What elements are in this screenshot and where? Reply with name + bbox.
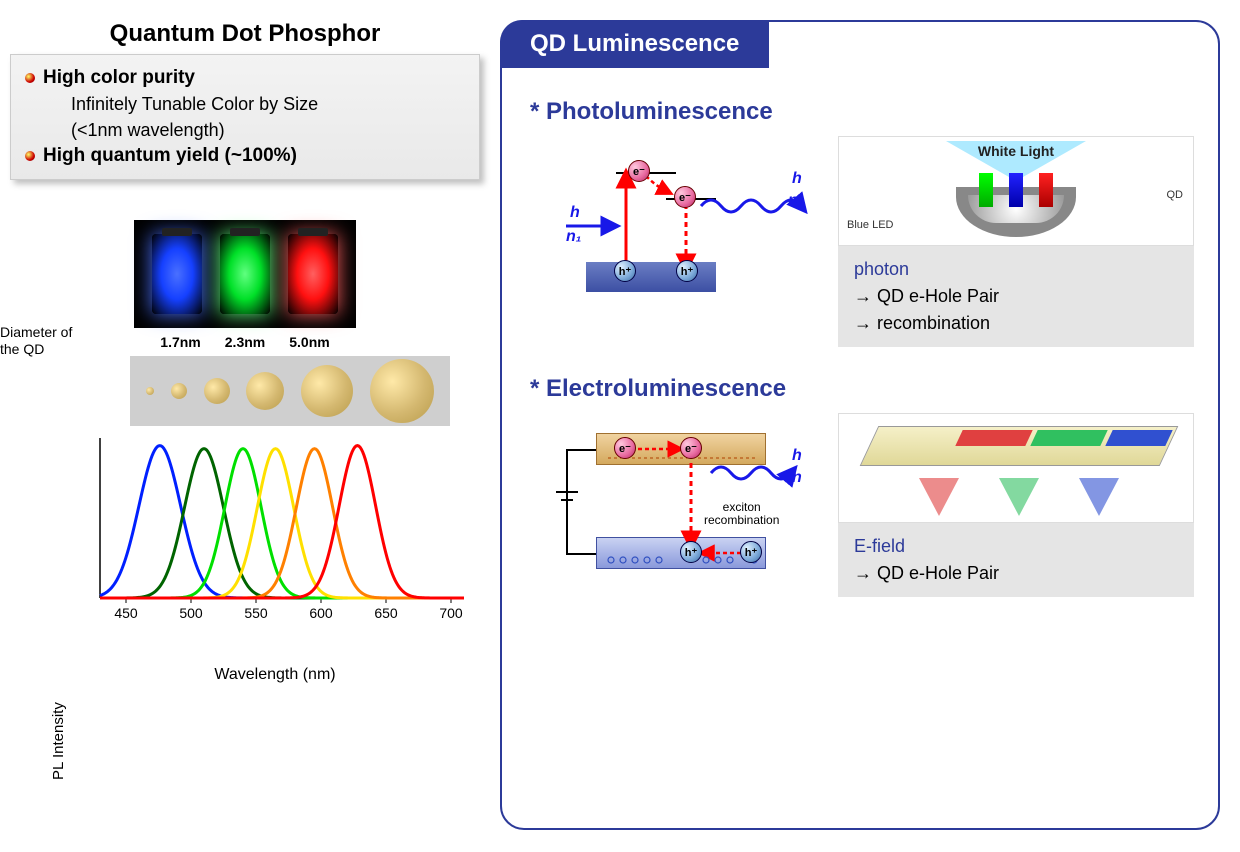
chart-xlabel: Wavelength (nm) xyxy=(70,666,480,684)
vial-black-bg xyxy=(134,220,356,328)
qd-size-balls xyxy=(130,356,450,426)
electro-right-stack: E-field → QD e-Hole Pair xyxy=(838,413,1194,597)
left-column: Quantum Dot Phosphor High color purityIn… xyxy=(10,20,480,684)
el-h1: h⁺ xyxy=(680,541,702,563)
n1: n₁ xyxy=(566,228,581,246)
electro-arrows-svg xyxy=(526,413,826,583)
svg-text:600: 600 xyxy=(309,605,333,621)
down-red xyxy=(919,478,959,516)
qdp-title: Quantum Dot Phosphor xyxy=(10,20,480,48)
white-light-label: White Light xyxy=(978,143,1054,159)
blue-led-label: Blue LED xyxy=(847,219,893,231)
diameter-label: Diameter of the QD xyxy=(0,324,90,358)
photo-desc: photon → QD e-Hole Pair → recombination xyxy=(838,246,1194,347)
qd-ball-icon xyxy=(246,372,284,410)
up-red xyxy=(1039,173,1053,207)
qd-label: QD xyxy=(1167,189,1184,201)
h-in: h xyxy=(570,204,580,222)
qd-ball-icon xyxy=(301,365,353,417)
vial-area: Diameter of the QD 1.7nm2.3nm5.0nm 45050… xyxy=(10,220,480,684)
svg-text:500: 500 xyxy=(179,605,203,621)
down-green xyxy=(999,478,1039,516)
el-h2: h⁺ xyxy=(740,541,762,563)
electro-title: * Electroluminescence xyxy=(530,375,1194,403)
electron-2: e⁻ xyxy=(674,186,696,208)
el-h-out: h xyxy=(792,447,802,465)
el-n-out: n xyxy=(792,469,802,487)
electron-1: e⁻ xyxy=(628,160,650,182)
photo-desc-2: → recombination xyxy=(854,310,1178,337)
photo-title: * Photoluminescence xyxy=(530,98,1194,126)
qdp-feature-box: High color purityInfinitely Tunable Colo… xyxy=(10,54,480,180)
qd-ball-icon xyxy=(146,387,154,395)
up-green xyxy=(979,173,993,207)
photo-desc-1: → QD e-Hole Pair xyxy=(854,283,1178,310)
electro-desc: E-field → QD e-Hole Pair xyxy=(838,523,1194,597)
svg-text:650: 650 xyxy=(374,605,398,621)
svg-text:450: 450 xyxy=(114,605,138,621)
strip-r xyxy=(955,430,1032,446)
chart-ylabel: PL Intensity xyxy=(50,702,67,780)
feature-bullet: High quantum yield (~100%) xyxy=(25,145,465,167)
vial-size: 5.0nm xyxy=(289,334,329,350)
qd-ball-icon xyxy=(171,383,187,399)
electro-desc-0: E-field xyxy=(854,533,1178,560)
bullet-text: High color purity xyxy=(43,67,195,89)
bullet-icon xyxy=(25,73,35,83)
hole-1: h⁺ xyxy=(614,260,636,282)
vial xyxy=(152,234,202,314)
electro-diagram: e⁻ e⁻ h⁺ h⁺ exciton recombination h n xyxy=(526,413,826,583)
pl-chart: 450 500 550 600 650 700 xyxy=(60,432,480,662)
right-column: QD Luminescence * Photoluminescence xyxy=(500,20,1220,830)
vial-size: 1.7nm xyxy=(160,334,200,350)
bullet-icon xyxy=(25,151,35,161)
exciton-label: exciton recombination xyxy=(704,501,779,527)
qd-ball-icon xyxy=(204,378,230,404)
svg-text:550: 550 xyxy=(244,605,268,621)
photo-row: e⁻ e⁻ h⁺ h⁺ h n₁ h n₂ White Light xyxy=(526,136,1194,347)
electro-desc-1: → QD e-Hole Pair xyxy=(854,560,1178,587)
electro-device xyxy=(838,413,1194,523)
vial-size: 2.3nm xyxy=(225,334,265,350)
feature-bullet: High color purity xyxy=(25,67,465,89)
photo-diagram: e⁻ e⁻ h⁺ h⁺ h n₁ h n₂ xyxy=(526,136,826,306)
el-e2: e⁻ xyxy=(680,437,702,459)
photo-device: White Light QD Blue LED xyxy=(838,136,1194,246)
photo-desc-0: photon xyxy=(854,256,1178,283)
vial xyxy=(220,234,270,314)
down-blue xyxy=(1079,478,1119,516)
el-e1: e⁻ xyxy=(614,437,636,459)
bullet-subtext: Infinitely Tunable Color by Size xyxy=(71,91,465,117)
panel-tab: QD Luminescence xyxy=(500,20,769,68)
n2: n₂ xyxy=(788,192,804,210)
photo-right-stack: White Light QD Blue LED photon → QD e-Ho… xyxy=(838,136,1194,347)
electro-row: e⁻ e⁻ h⁺ h⁺ exciton recombination h n xyxy=(526,413,1194,597)
qd-ball-icon xyxy=(370,359,434,423)
luminescence-panel: QD Luminescence * Photoluminescence xyxy=(500,20,1220,830)
bullet-subtext: (<1nm wavelength) xyxy=(71,117,465,143)
svg-text:700: 700 xyxy=(439,605,463,621)
bullet-text: High quantum yield (~100%) xyxy=(43,145,297,167)
vial xyxy=(288,234,338,314)
strip-b xyxy=(1105,430,1172,446)
h-out: h xyxy=(792,170,802,188)
up-blue xyxy=(1009,173,1023,207)
hole-2: h⁺ xyxy=(676,260,698,282)
strip-g xyxy=(1030,430,1107,446)
